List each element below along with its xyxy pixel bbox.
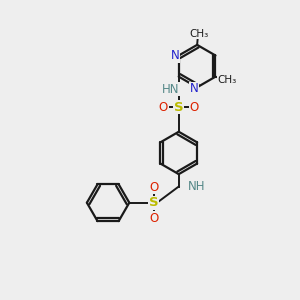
- Text: O: O: [149, 181, 158, 194]
- Text: CH₃: CH₃: [189, 29, 208, 39]
- Text: HN: HN: [162, 82, 179, 95]
- Text: S: S: [174, 101, 184, 114]
- Text: N: N: [171, 49, 180, 62]
- Text: N: N: [190, 82, 199, 95]
- Text: CH₃: CH₃: [217, 75, 236, 85]
- Text: NH: NH: [188, 180, 205, 193]
- Text: O: O: [149, 212, 158, 224]
- Text: O: O: [159, 101, 168, 114]
- Text: O: O: [189, 101, 199, 114]
- Text: S: S: [149, 196, 158, 209]
